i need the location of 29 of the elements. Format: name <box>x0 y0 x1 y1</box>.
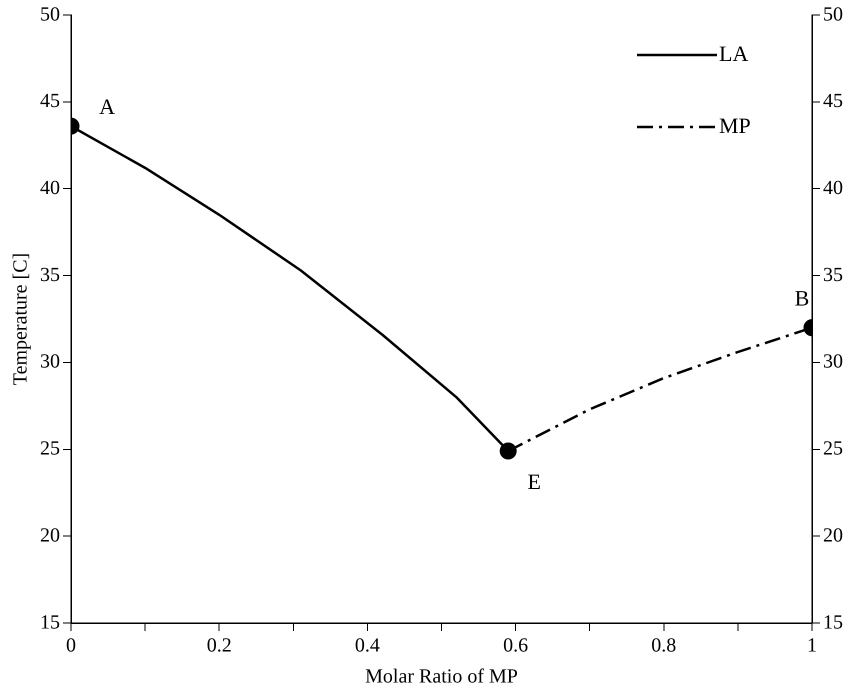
y-tick-label: 15 <box>40 611 60 634</box>
y-tick-label: 30 <box>40 350 60 373</box>
y2-tick-label: 35 <box>823 264 843 286</box>
annotation: E <box>527 468 541 494</box>
x-tick-label: 0 <box>66 634 76 656</box>
legend-label: LA <box>719 40 748 66</box>
y-tick-label: 35 <box>40 264 60 286</box>
y2-tick-label: 15 <box>823 611 843 634</box>
y-tick-label: 50 <box>40 3 60 26</box>
y-tick-label: 45 <box>40 90 60 112</box>
x-axis-title: Molar Ratio of MP <box>365 665 518 688</box>
x-tick-label: 0.2 <box>206 634 232 656</box>
x-tick-label: 0.4 <box>354 634 380 656</box>
y2-tick-label: 20 <box>823 524 843 546</box>
y-tick-label: 25 <box>40 438 60 460</box>
annotation: A <box>99 94 116 119</box>
y2-tick-label: 45 <box>823 90 843 112</box>
legend-label: MP <box>719 112 751 138</box>
x-tick-label: 0.8 <box>651 634 676 656</box>
annotation: B <box>794 285 810 310</box>
y-axis-title: Temperature [C] <box>9 252 32 386</box>
y2-tick-label: 25 <box>823 438 843 460</box>
x-tick-label: 0.6 <box>503 634 528 656</box>
y-tick-label: 20 <box>40 524 60 546</box>
y2-tick-label: 40 <box>823 176 843 199</box>
y2-tick-label: 30 <box>823 350 843 373</box>
y2-tick-label: 50 <box>823 3 843 26</box>
y-tick-label: 40 <box>40 176 60 199</box>
x-tick-label: 1 <box>807 634 817 656</box>
